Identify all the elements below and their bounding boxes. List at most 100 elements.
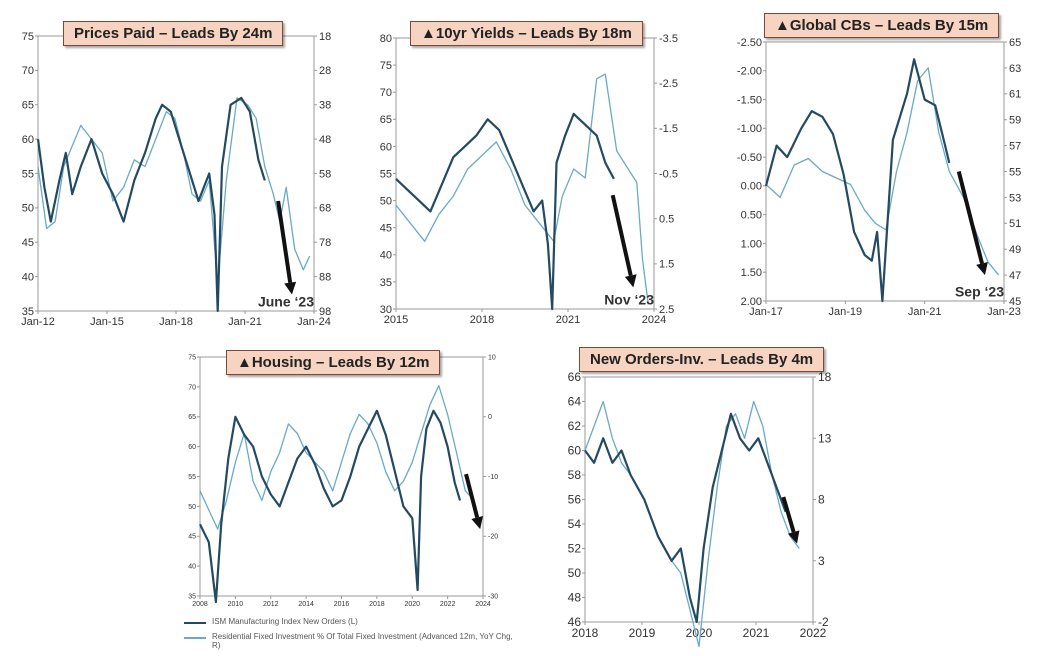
x-tick-label: 2020 [404, 601, 420, 608]
left-tick-label: 65 [188, 414, 196, 421]
left-tick-label: 80 [380, 33, 392, 45]
legend-item-light: Residential Fixed Investment % Of Total … [184, 632, 514, 650]
chart-title-10yr-yields: ▲10yr Yields – Leads By 18m [410, 21, 643, 46]
right-tick-label: -2 [818, 615, 829, 629]
x-tick-label: 2014 [298, 601, 314, 608]
left-tick-label: 64 [568, 395, 582, 409]
right-tick-label: 68 [319, 203, 331, 215]
right-tick-label: 63 [1009, 63, 1021, 75]
left-tick-label: 65 [22, 100, 34, 112]
x-tick-label: 2018 [572, 626, 599, 640]
right-tick-label: -2.5 [659, 78, 678, 90]
left-tick-label: 70 [380, 87, 392, 99]
x-tick-label: 2022 [800, 626, 827, 640]
x-tick-label: 2024 [642, 314, 666, 326]
x-tick-label: 2021 [743, 626, 770, 640]
left-tick-label: 0.50 [741, 210, 762, 222]
x-tick-label: 2018 [470, 314, 494, 326]
left-tick-label: 45 [188, 534, 196, 541]
left-tick-label: -1.00 [737, 123, 762, 135]
x-tick-label: 2012 [263, 601, 279, 608]
series-line-light [395, 73, 649, 305]
series-line-dark [584, 412, 787, 624]
legend-swatch-light [184, 637, 206, 639]
chart-title-global-cbs: ▲Global CBs – Leads By 15m [764, 13, 1000, 38]
chart-legend-housing: ISM Manufacturing Index New Orders (L) R… [184, 617, 514, 656]
x-tick-label: Jan-17 [749, 306, 783, 318]
chart-new-orders-inv-svg: 66 64 62 60 58 56 54 52 50 48 46 18 13 8 3 -2 2018 2019 20… [568, 370, 832, 648]
series-line-light [199, 385, 475, 530]
left-tick-label: 45 [380, 223, 392, 235]
left-tick-label: 60 [22, 134, 34, 146]
left-tick-label: 66 [568, 370, 582, 384]
right-tick-label: 3 [818, 554, 825, 568]
left-tick-label: 30 [380, 304, 392, 316]
right-tick-label: 98 [319, 306, 331, 318]
series-line-light [37, 97, 311, 285]
legend-swatch-dark [184, 622, 206, 624]
left-tick-label: 55 [380, 168, 392, 180]
left-tick-label: 54 [568, 517, 582, 531]
trend-arrow-head [976, 261, 988, 276]
left-tick-label: 56 [568, 493, 582, 507]
left-tick-label: -1.50 [737, 94, 762, 106]
left-tick-label: 35 [188, 593, 196, 600]
chart-housing-svg: 75 70 65 60 55 50 45 40 35 10 0 -10 -20 -30 2008 2010 20… [188, 354, 498, 608]
right-tick-label: 8 [818, 493, 825, 507]
x-tick-label: 2018 [369, 601, 385, 608]
series-line-dark [395, 112, 615, 311]
x-tick-label: Jan-24 [297, 316, 331, 328]
x-tick-label: Jan-18 [159, 316, 193, 328]
left-tick-label: 40 [188, 564, 196, 571]
left-tick-label: 0.00 [741, 181, 762, 193]
x-tick-label: 2010 [228, 601, 244, 608]
left-tick-label: -2.00 [737, 66, 762, 78]
left-tick-label: 50 [188, 504, 196, 511]
left-tick-label: 1.50 [741, 267, 762, 279]
right-tick-label: 65 [1009, 37, 1021, 49]
legend-item-dark: ISM Manufacturing Index New Orders (L) [184, 617, 514, 626]
trend-arrow-shaft [610, 194, 633, 277]
trend-arrow-head [624, 274, 637, 288]
left-tick-label: 48 [568, 591, 582, 605]
right-tick-label: 59 [1009, 115, 1021, 127]
left-tick-label: 46 [568, 615, 582, 629]
trend-arrow-shaft [276, 200, 293, 283]
right-tick-label: 38 [319, 100, 331, 112]
x-tick-label: Jan-15 [90, 316, 124, 328]
left-tick-label: 2.00 [741, 296, 762, 308]
left-tick-label: 35 [22, 306, 34, 318]
x-tick-label: 2022 [440, 601, 456, 608]
left-tick-label: 70 [22, 65, 34, 77]
series-line-dark [764, 58, 951, 303]
chart-10yr-yields-svg: 80 75 70 65 60 55 50 45 40 35 30 -3.5 -2.5 -1.5 -0.5 0.… [380, 33, 678, 326]
left-tick-label: 50 [568, 566, 582, 580]
left-tick-label: 52 [568, 542, 582, 556]
chart-10yr-yields: 80 75 70 65 60 55 50 45 40 35 30 -3.5 -2.5 -1.5 -0.5 0.… [358, 12, 703, 334]
right-tick-label: 58 [319, 168, 331, 180]
chart-global-cbs: -2.50 -2.00 -1.50 -1.00 -0.50 0.00 0.50 1.00 1.5… [720, 8, 1046, 334]
right-tick-label: 28 [319, 65, 331, 77]
chart-title-prices-paid: Prices Paid – Leads By 24m [63, 21, 284, 46]
legend-label-light: Residential Fixed Investment % Of Total … [212, 632, 513, 650]
right-tick-label: 57 [1009, 140, 1021, 152]
left-tick-label: -2.50 [737, 37, 762, 49]
right-tick-label: 45 [1009, 296, 1021, 308]
left-tick-label: 75 [188, 354, 196, 361]
x-tick-label: 2020 [686, 626, 713, 640]
x-tick-label: 2008 [192, 601, 208, 608]
left-tick-label: 70 [188, 384, 196, 391]
chart-prices-paid-svg: 757065605550454035182838485868788898Jan-… [21, 31, 331, 328]
plot-frame [395, 37, 655, 310]
left-tick-label: 60 [380, 141, 392, 153]
right-tick-label: 51 [1009, 218, 1021, 230]
right-tick-label: 47 [1009, 270, 1021, 282]
legend-label-dark: ISM Manufacturing Index New Orders (L) [212, 617, 358, 626]
left-tick-label: -0.50 [737, 152, 762, 164]
trend-arrow-shaft [781, 496, 796, 533]
annotation-date: Sep ‘23 [955, 283, 1004, 299]
right-tick-label: 10 [488, 354, 496, 361]
left-tick-label: 50 [22, 203, 34, 215]
left-tick-label: 75 [380, 60, 392, 72]
left-tick-label: 50 [380, 195, 392, 207]
